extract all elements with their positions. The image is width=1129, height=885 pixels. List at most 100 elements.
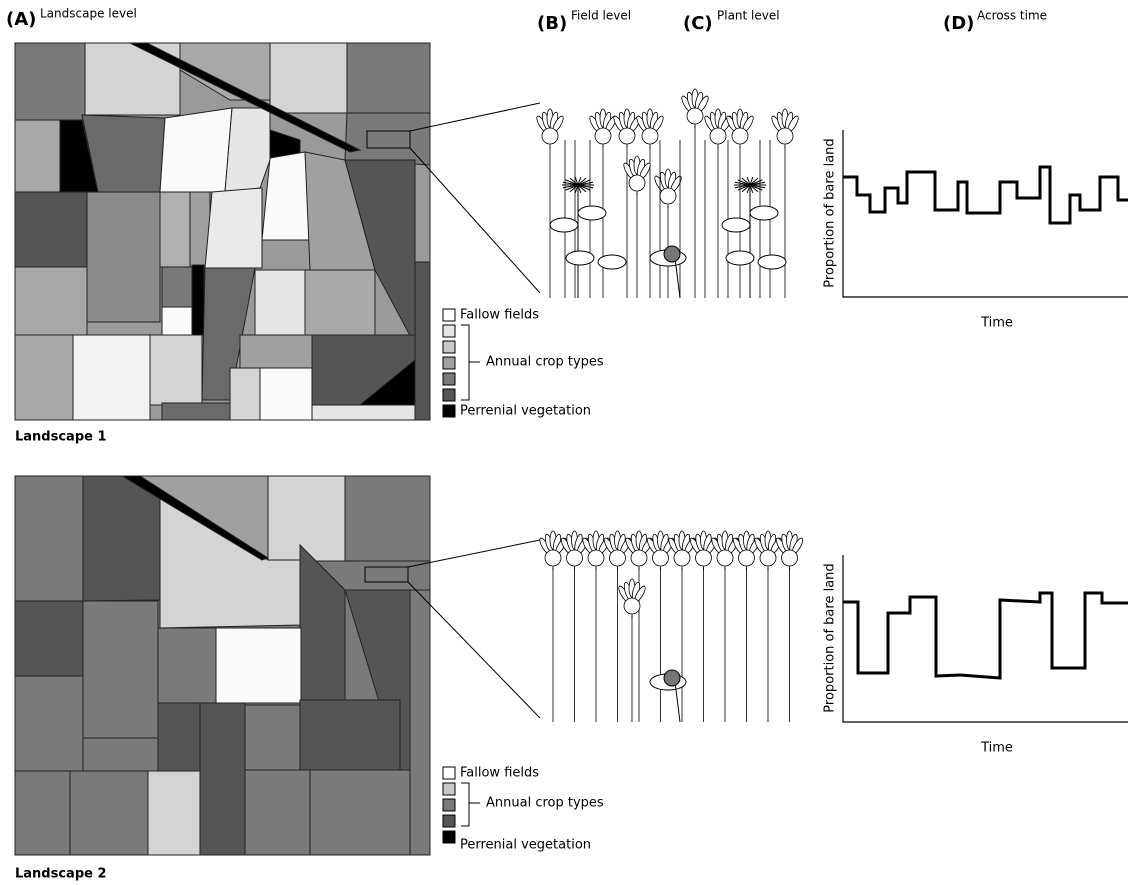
field [310, 770, 410, 855]
legend-swatch [443, 405, 455, 417]
legend-label: Perrenial vegetation [460, 838, 591, 853]
legend: Fallow fields Annual crop types Perrenia… [443, 308, 604, 419]
field [205, 188, 262, 268]
field [216, 628, 301, 703]
legend-swatch [443, 309, 455, 321]
field [162, 267, 194, 307]
field [162, 403, 230, 420]
field [255, 270, 305, 335]
leaf [750, 206, 778, 220]
grain [760, 550, 776, 566]
grain [542, 128, 558, 144]
field [200, 703, 245, 855]
legend-swatch [443, 357, 455, 369]
legend-swatch [443, 389, 455, 401]
field [262, 152, 310, 240]
field [312, 405, 430, 420]
field [410, 590, 430, 855]
field [245, 770, 310, 855]
field [15, 43, 85, 120]
field [150, 335, 202, 405]
field [83, 601, 158, 738]
field [15, 335, 73, 420]
legend-label: Annual crop types [486, 796, 604, 811]
field [83, 476, 160, 601]
field [225, 108, 270, 192]
flower [664, 670, 680, 686]
grain [588, 550, 604, 566]
panel-letter: (B) [537, 13, 567, 34]
field [87, 192, 160, 322]
grain [631, 550, 647, 566]
legend-swatch [443, 341, 455, 353]
field [347, 43, 430, 113]
field [160, 192, 190, 267]
legend-swatch [443, 815, 455, 827]
grain [545, 550, 561, 566]
field [158, 703, 200, 771]
leaf [758, 255, 786, 269]
legend: Fallow fields Annual crop types Perrenia… [443, 766, 604, 853]
panel-letter: (D) [943, 13, 974, 34]
field [15, 476, 83, 601]
grain [687, 108, 703, 124]
grain [777, 128, 793, 144]
figure: (A) Landscape level (B) Field level (C) … [0, 0, 1129, 885]
landscape-map [15, 476, 430, 855]
field [15, 601, 83, 676]
legend-label: Perrenial vegetation [460, 404, 591, 419]
grain [782, 550, 798, 566]
field [415, 262, 430, 420]
field [245, 705, 300, 770]
grain [610, 550, 626, 566]
legend-swatch [443, 767, 455, 779]
grain [732, 128, 748, 144]
field [240, 335, 312, 368]
grain [717, 550, 733, 566]
bare-land-trace [843, 593, 1128, 678]
legend-swatch [443, 783, 455, 795]
panel-title: Field level [571, 9, 631, 23]
field [15, 676, 83, 771]
leaf [722, 218, 750, 232]
landscape-map [15, 43, 430, 420]
leaf [550, 218, 578, 232]
grain [624, 598, 640, 614]
legend-swatch [443, 373, 455, 385]
legend-bracket [461, 325, 469, 400]
grain [710, 128, 726, 144]
x-axis-label: Time [980, 741, 1013, 756]
grain [696, 550, 712, 566]
grain [619, 128, 635, 144]
leaf [578, 206, 606, 220]
field [268, 476, 345, 561]
leaf [598, 255, 626, 269]
leaf [726, 251, 754, 265]
grain [660, 188, 676, 204]
panel-letter: (C) [683, 13, 713, 34]
field [148, 771, 200, 855]
field [158, 628, 216, 703]
grain [629, 175, 645, 191]
landscape-label: Landscape 2 [15, 867, 107, 882]
field [15, 192, 87, 267]
panel-title: Plant level [717, 9, 780, 23]
y-axis-label: Proportion of bare land [823, 138, 838, 287]
legend-bracket [461, 783, 469, 826]
grain [653, 550, 669, 566]
field [15, 120, 60, 192]
field [345, 113, 430, 165]
field [270, 43, 347, 113]
field [260, 368, 312, 420]
grain [739, 550, 755, 566]
field [230, 368, 260, 420]
field [162, 307, 192, 335]
field [15, 267, 87, 335]
legend-swatch [443, 325, 455, 337]
field [192, 265, 204, 335]
field [300, 700, 400, 770]
panel-letter: (A) [6, 9, 36, 30]
legend-swatch [443, 799, 455, 811]
panel-title: Across time [977, 9, 1047, 23]
legend-label: Fallow fields [460, 308, 539, 323]
